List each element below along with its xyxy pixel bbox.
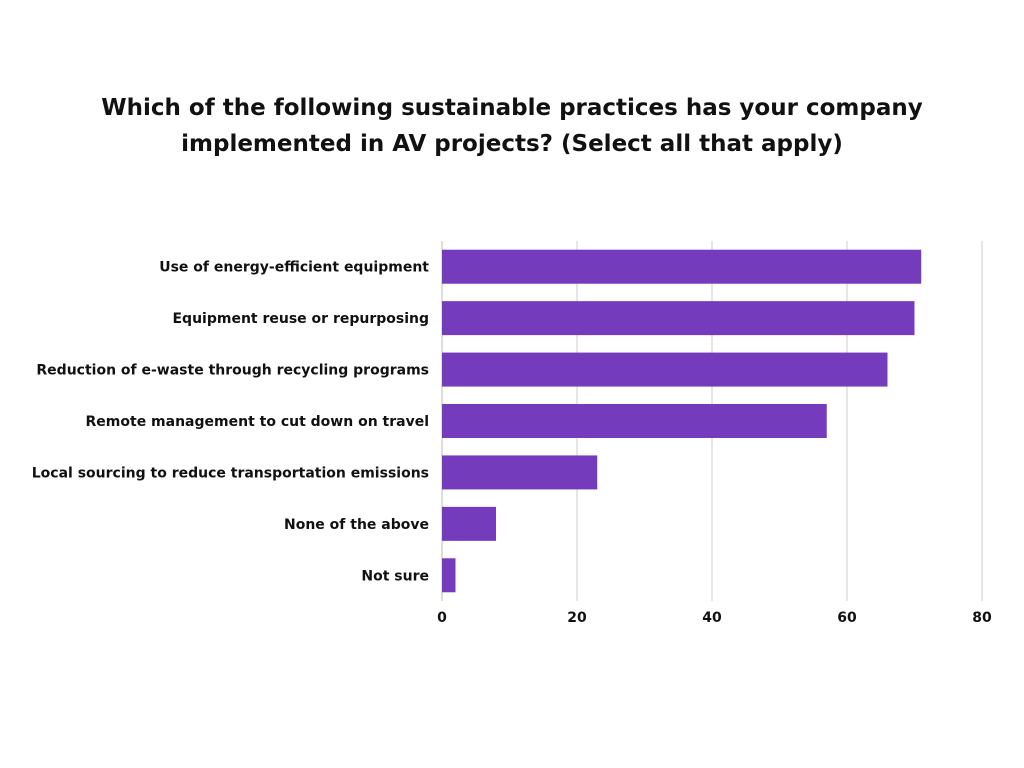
bar bbox=[442, 352, 888, 387]
x-axis-ticks: 0 20 40 60 80 bbox=[437, 610, 992, 626]
x-tick-label: 40 bbox=[702, 610, 722, 626]
x-tick-label: 80 bbox=[972, 610, 992, 626]
category-labels: Use of energy-efficient equipment Equipme… bbox=[32, 260, 430, 585]
x-tick-label: 60 bbox=[837, 610, 857, 626]
bar bbox=[442, 404, 827, 438]
chart-title: Which of the following sustainable pract… bbox=[101, 95, 923, 157]
bars bbox=[442, 249, 922, 593]
category-label: Local sourcing to reduce transportation … bbox=[32, 465, 429, 481]
category-label: Use of energy-efficient equipment bbox=[159, 260, 429, 276]
category-label: Reduction of e-waste through recycling p… bbox=[36, 363, 429, 379]
x-tick-label: 0 bbox=[437, 610, 447, 626]
bar bbox=[442, 558, 456, 593]
bar bbox=[442, 506, 496, 541]
bar bbox=[442, 249, 922, 284]
x-tick-label: 20 bbox=[567, 610, 587, 626]
category-label: Remote management to cut down on travel bbox=[86, 414, 429, 430]
category-label: None of the above bbox=[284, 517, 429, 533]
category-label: Not sure bbox=[361, 568, 429, 584]
bar bbox=[442, 301, 915, 336]
bar bbox=[442, 455, 598, 490]
category-label: Equipment reuse or repurposing bbox=[172, 311, 429, 327]
